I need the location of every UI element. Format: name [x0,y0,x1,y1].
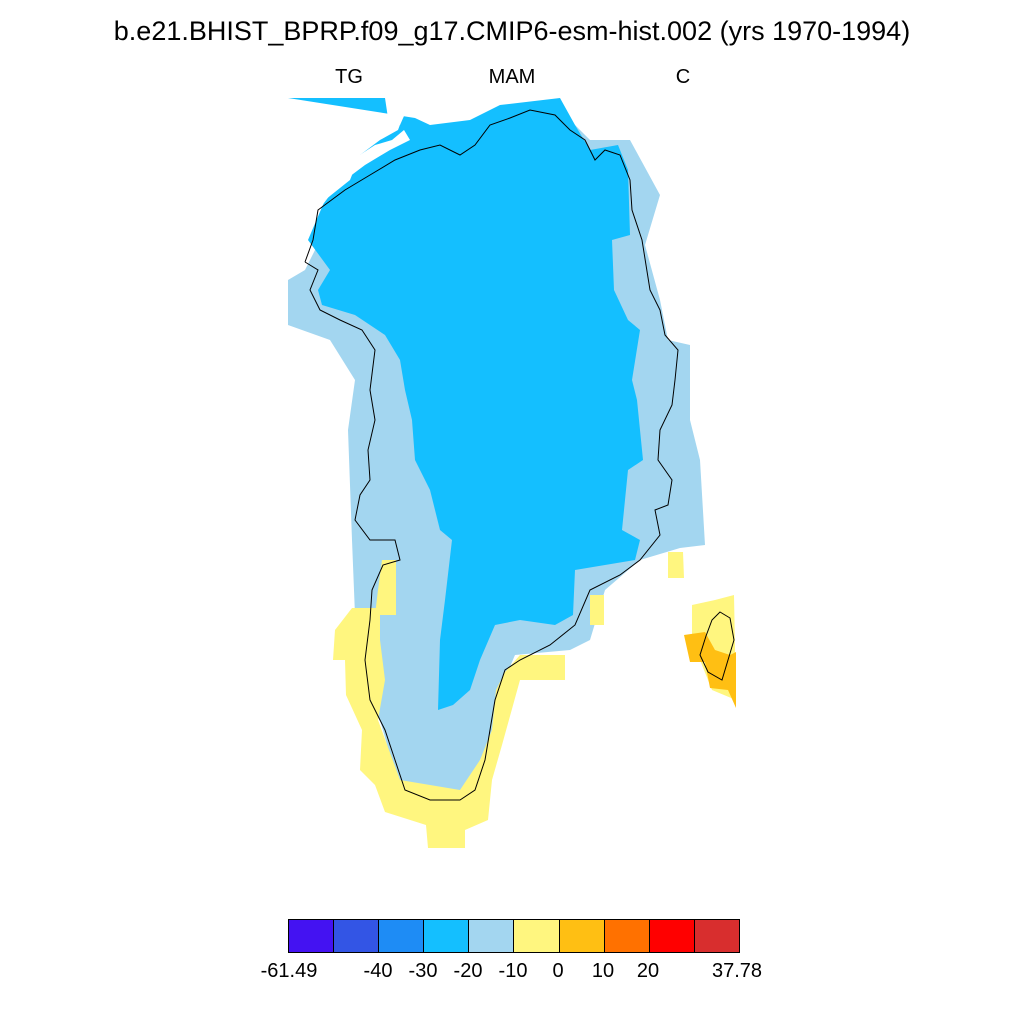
subtitle-season: MAM [488,66,536,88]
colorbar-label: -40 [363,960,393,982]
colorbar-box [649,920,695,952]
colorbar-label: 20 [636,960,660,982]
field-yellow-west-patch [375,560,396,615]
colorbar-box [289,920,335,952]
colorbar-box [334,920,380,952]
field-orange-iceland [684,632,736,708]
colorbar-label: -10 [498,960,528,982]
colorbar-label: -61.49 [260,960,318,982]
subtitle-units: C [675,66,691,88]
subtitle-variable: TG [335,66,363,88]
land-gap-northwest [288,130,410,260]
colorbar-label: 37.78 [711,960,763,982]
colorbar [288,919,740,953]
field-yellow-east-patch [668,552,684,578]
colorbar-box [424,920,470,952]
colorbar-box [559,920,605,952]
colorbar-label: -30 [408,960,438,982]
plot-title: b.e21.BHIST_BPRP.f09_g17.CMIP6-esm-hist.… [113,16,911,46]
field-yellow-southwest [333,608,565,848]
colorbar-label: 0 [552,960,564,982]
land-gap-north [385,98,412,125]
field-cyan-interior [288,98,643,710]
colorbar-box [694,920,739,952]
colorbar-label: -20 [453,960,483,982]
colorbar-box [514,920,560,952]
colorbar-box [469,920,515,952]
colorbar-label: 10 [591,960,615,982]
coastline-iceland [699,611,735,681]
coastline [304,109,679,801]
colorbar-box [604,920,650,952]
field-yellow-south-east [590,595,604,625]
colorbar-box [379,920,425,952]
